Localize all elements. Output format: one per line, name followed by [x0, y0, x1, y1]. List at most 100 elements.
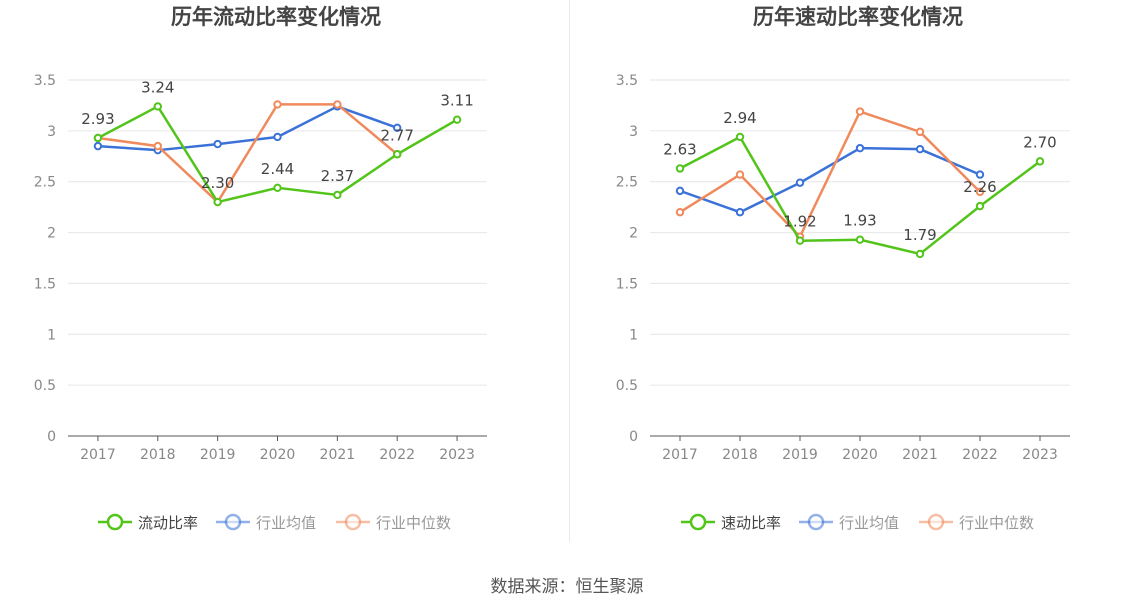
legend-item[interactable]: 行业中位数	[919, 513, 1034, 532]
data-point	[273, 183, 282, 193]
y-tick-label: 0	[629, 429, 638, 445]
data-point	[393, 123, 402, 133]
data-point	[675, 186, 685, 196]
data-label: 2.94	[723, 109, 756, 127]
chart-panel-1: 历年流动比率变化情况 0 0.5 1 1.5 2 2.5 3 3.5 2017 2018 2019 20…	[34, 5, 487, 532]
x-tick-label: 2022	[962, 447, 998, 463]
legend-marker	[807, 513, 825, 531]
data-label: 1.93	[843, 212, 876, 230]
y-tick-label: 1.5	[616, 276, 638, 292]
legend-item[interactable]: 速动比率	[681, 513, 781, 532]
x-tick-label: 2020	[260, 447, 296, 463]
legend-marker	[224, 513, 242, 531]
data-point	[735, 208, 745, 217]
data-point	[855, 235, 865, 244]
data-point	[915, 144, 925, 154]
series-line-industry-avg	[97, 105, 398, 152]
data-point	[975, 187, 985, 197]
x-tick-label: 2018	[140, 447, 176, 463]
data-point	[1035, 157, 1045, 166]
series-line-industry-median	[679, 110, 981, 238]
x-tick-label: 2023	[439, 447, 475, 463]
legend-label: 行业均值	[839, 514, 899, 532]
legend-item[interactable]: 行业均值	[799, 513, 899, 532]
y-tick-label: 2	[47, 226, 56, 242]
legend-marker	[344, 513, 362, 531]
chart-divider	[569, 0, 570, 542]
y-tick-label: 3	[629, 124, 638, 140]
legend-item[interactable]: 行业均值	[216, 513, 316, 532]
y-tick-label: 2	[629, 226, 638, 242]
data-label: 2.30	[201, 174, 234, 192]
data-point	[675, 208, 685, 217]
y-tick-label: 1	[47, 327, 56, 343]
legend-label: 流动比率	[138, 514, 198, 532]
x-tick-label: 2023	[1022, 447, 1058, 463]
data-label: 2.37	[321, 167, 354, 185]
chart-title: 历年流动比率变化情况	[171, 5, 381, 29]
y-tick-label: 2.5	[34, 175, 56, 191]
data-label: 2.77	[381, 126, 414, 144]
x-tick-label: 2019	[782, 447, 818, 463]
data-label: 3.24	[141, 78, 174, 96]
data-label: 2.93	[81, 110, 114, 128]
data-point	[735, 170, 745, 179]
legend-label: 行业均值	[256, 514, 316, 532]
legend-marker	[927, 513, 945, 531]
data-label: 2.70	[1023, 133, 1056, 151]
data-point	[393, 150, 402, 159]
legend-item[interactable]: 行业中位数	[336, 513, 451, 532]
data-label: 1.92	[783, 213, 816, 231]
data-point	[213, 197, 222, 207]
x-tick-label: 2018	[722, 447, 758, 463]
y-tick-label: 0.5	[616, 378, 638, 394]
data-label: 2.63	[663, 140, 696, 158]
y-tick-label: 3	[47, 124, 56, 140]
data-point	[975, 170, 985, 179]
legend-label: 行业中位数	[959, 514, 1034, 532]
chart-title: 历年速动比率变化情况	[753, 5, 963, 29]
data-point	[93, 141, 103, 151]
data-source-note: 数据来源：恒生聚源	[490, 577, 644, 597]
data-point	[153, 102, 162, 111]
legend-label: 速动比率	[721, 514, 781, 532]
x-tick-label: 2017	[662, 447, 698, 463]
data-point	[735, 132, 745, 142]
series-line-industry-median	[97, 103, 399, 204]
y-tick-label: 1.5	[34, 276, 56, 292]
legend-item[interactable]: 流动比率	[98, 513, 198, 532]
series-line-industry-avg	[679, 146, 981, 214]
data-label: 2.26	[963, 178, 996, 196]
y-tick-label: 0	[47, 429, 56, 445]
y-tick-label: 3.5	[616, 73, 638, 89]
data-label: 1.79	[903, 226, 936, 244]
y-tick-label: 2.5	[616, 175, 638, 191]
y-tick-label: 3.5	[34, 73, 56, 89]
chart-panel-2: 历年速动比率变化情况 0 0.5 1 1.5 2 2.5 3 3.5 2017 2018 2019 20…	[616, 5, 1070, 532]
data-point	[93, 133, 103, 143]
data-label: 2.44	[261, 160, 294, 178]
data-point	[795, 178, 805, 187]
legend-marker	[106, 513, 124, 531]
data-point	[153, 141, 162, 151]
x-tick-label: 2022	[379, 447, 415, 463]
data-point	[975, 201, 985, 211]
x-tick-label: 2019	[200, 447, 236, 463]
x-tick-label: 2021	[902, 447, 938, 463]
data-point	[213, 139, 222, 149]
data-point	[333, 100, 342, 109]
x-tick-label: 2021	[320, 447, 356, 463]
data-point	[273, 100, 282, 109]
y-tick-label: 0.5	[34, 378, 56, 394]
x-tick-label: 2020	[842, 447, 878, 463]
data-point	[915, 249, 925, 259]
legend-marker	[689, 513, 707, 531]
data-label: 3.11	[440, 92, 473, 110]
data-point	[855, 107, 865, 116]
data-point	[675, 164, 685, 173]
data-point	[273, 132, 282, 142]
data-point	[855, 143, 865, 153]
data-point	[795, 236, 805, 245]
x-tick-label: 2017	[80, 447, 116, 463]
